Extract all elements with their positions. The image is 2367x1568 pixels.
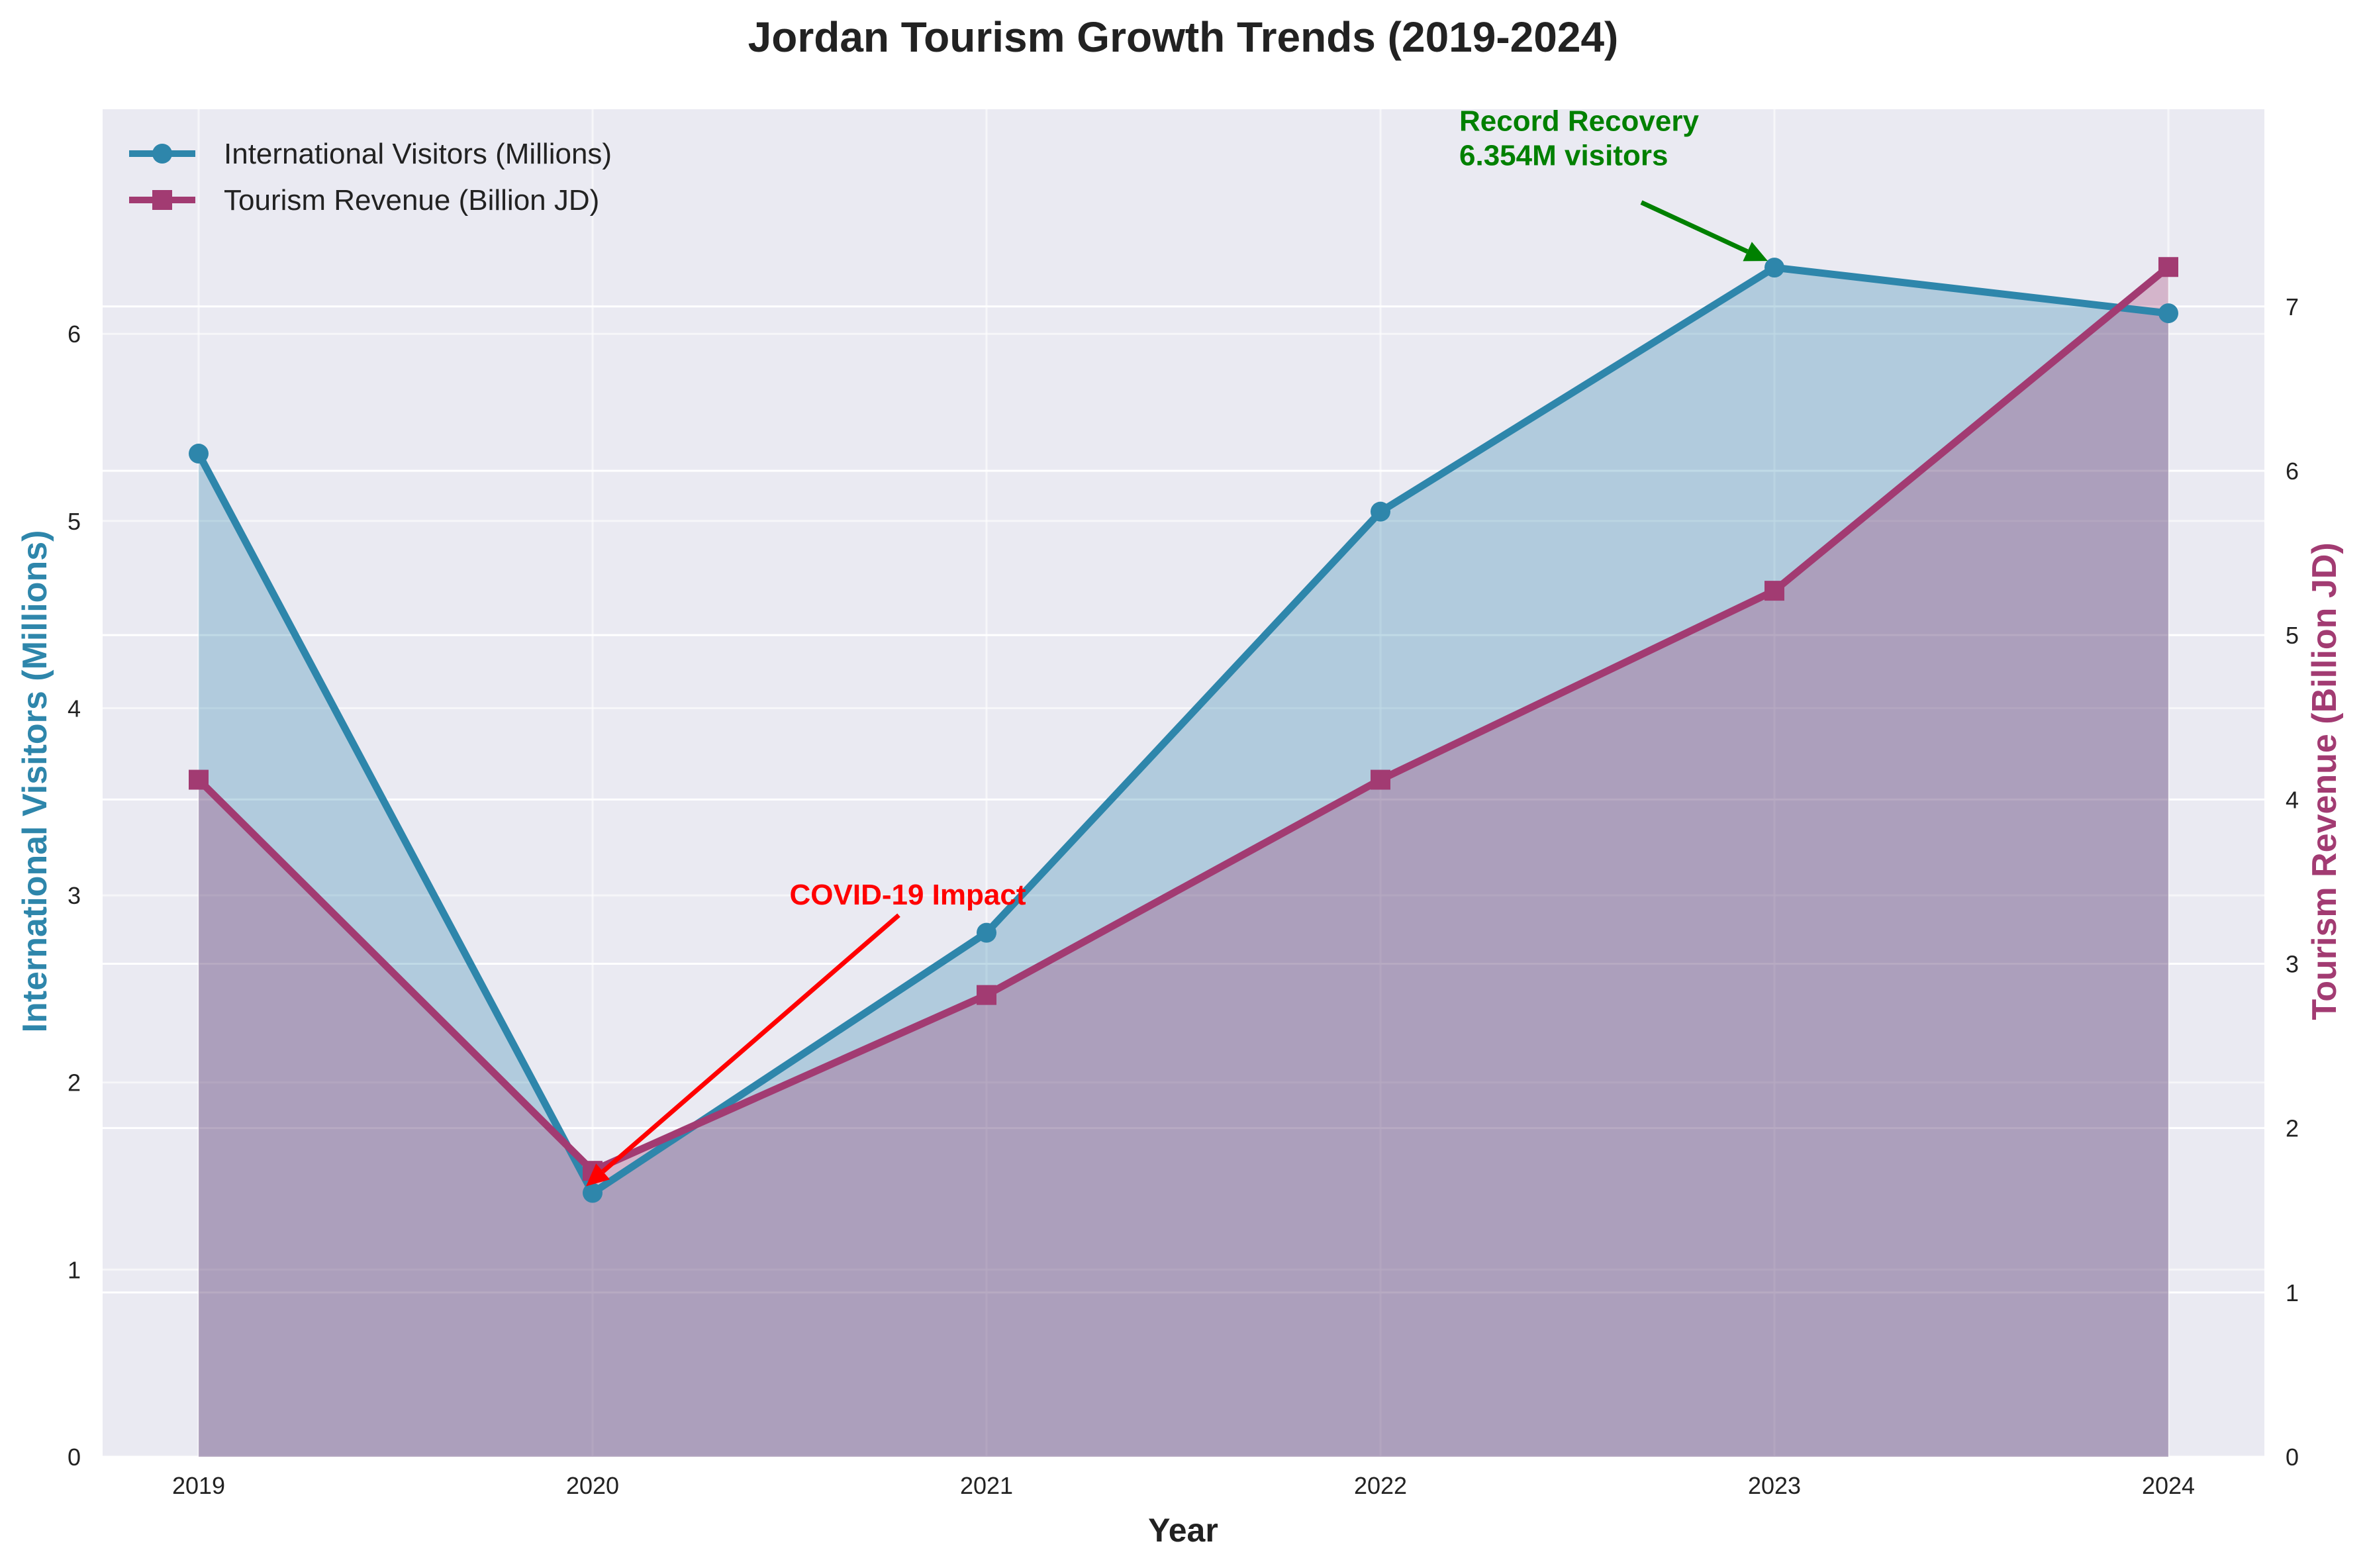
y-tick-label-left: 2 <box>68 1069 81 1097</box>
y-tick-label-right: 1 <box>2286 1279 2299 1306</box>
annotation-arrow <box>1640 200 1749 254</box>
marker-revenue <box>1764 581 1784 601</box>
marker-revenue <box>189 769 209 790</box>
annotation-text: Record Recovery <box>1459 105 1699 138</box>
y-tick-label-right: 7 <box>2286 293 2299 320</box>
y-axis-label-right: Tourism Revenue (Billion JD) <box>2305 542 2344 1020</box>
x-tick-label: 2023 <box>1748 1472 1801 1499</box>
legend-marker-visitors <box>152 144 172 164</box>
y-axis-label-left: International Visitors (Millions) <box>16 530 54 1033</box>
y-tick-label-left: 3 <box>68 882 81 909</box>
y-tick-label-right: 3 <box>2286 950 2299 977</box>
annotation-text: COVID-19 Impact <box>790 879 1026 911</box>
left-axis-ticks: 0 1 2 3 4 5 6 <box>68 320 81 1471</box>
x-tick-label: 2020 <box>566 1472 619 1499</box>
y-tick-label-right: 5 <box>2286 622 2299 649</box>
marker-visitors <box>1371 501 1390 522</box>
x-tick-label: 2024 <box>2142 1472 2195 1499</box>
y-tick-label-left: 5 <box>68 508 81 535</box>
x-tick-label: 2021 <box>960 1472 1013 1499</box>
marker-visitors <box>583 1183 603 1203</box>
x-tick-label: 2019 <box>172 1472 225 1499</box>
x-axis-label: Year <box>1148 1512 1218 1549</box>
legend-marker-revenue <box>152 190 172 210</box>
area-fills <box>199 267 2168 1457</box>
y-tick-label-left: 1 <box>68 1256 81 1283</box>
chart-title: Jordan Tourism Growth Trends (2019-2024) <box>748 13 1619 61</box>
line-revenue <box>196 264 2171 1175</box>
right-axis-ticks: 0 1 2 3 4 5 6 7 <box>2286 293 2299 1471</box>
marker-visitors <box>2158 303 2178 324</box>
legend-label-visitors: International Visitors (Millions) <box>224 138 612 170</box>
grid-right <box>103 305 2264 1458</box>
legend: International Visitors (Millions) Touris… <box>129 138 612 217</box>
marker-visitors <box>1764 258 1784 278</box>
annotation-arrowhead <box>1743 242 1768 262</box>
marker-visitors <box>189 444 209 464</box>
x-axis-ticks: 2019 2020 2021 2022 2023 2024 <box>172 1472 2195 1499</box>
annotation-arrowhead <box>586 1163 610 1187</box>
y-tick-label-left: 4 <box>68 695 81 722</box>
y-tick-label-right: 0 <box>2286 1444 2299 1471</box>
y-tick-label-left: 6 <box>68 320 81 348</box>
annotation-arrow <box>601 913 900 1173</box>
legend-label-revenue: Tourism Revenue (Billion JD) <box>224 184 599 217</box>
area-fill-revenue <box>199 267 2168 1457</box>
y-tick-label-right: 6 <box>2286 458 2299 485</box>
y-tick-label-right: 2 <box>2286 1115 2299 1142</box>
marker-visitors <box>977 922 996 943</box>
x-tick-label: 2022 <box>1354 1472 1407 1499</box>
marker-revenue <box>1371 769 1390 790</box>
annotation-text: 6.354M visitors <box>1459 140 1668 172</box>
marker-revenue <box>977 985 996 1005</box>
series-lines <box>195 264 2171 1197</box>
area-fill-visitors <box>199 268 2168 1457</box>
y-tick-label-right: 4 <box>2286 786 2299 813</box>
line-visitors <box>195 264 2169 1197</box>
y-tick-label-left: 0 <box>68 1444 81 1471</box>
marker-revenue <box>2158 257 2178 277</box>
